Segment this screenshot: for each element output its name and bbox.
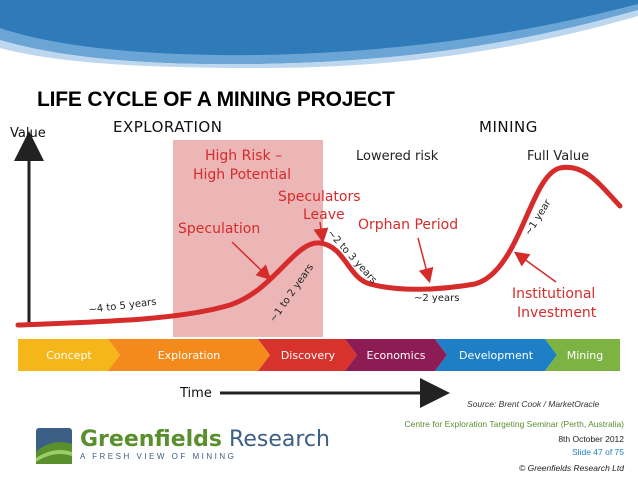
high-risk-label: High Risk – bbox=[205, 148, 283, 164]
value-curve bbox=[15, 164, 623, 328]
seminar-info: Centre for Exploration Targeting Seminar… bbox=[404, 419, 624, 429]
company-tagline: A FRESH VIEW OF MINING bbox=[80, 452, 237, 461]
duration-2-years: ~2 years bbox=[414, 293, 460, 304]
speculation-arrow bbox=[231, 241, 272, 281]
stage-chevron-development bbox=[435, 339, 557, 371]
high-potential-label: High Potential bbox=[193, 167, 291, 183]
section-mining: MINING bbox=[479, 118, 538, 136]
value-axis-label: Value bbox=[10, 126, 46, 141]
stage-mining: Mining bbox=[566, 348, 604, 362]
orphan-period-arrow bbox=[417, 237, 434, 284]
slide-number: Slide 47 of 75 bbox=[572, 447, 624, 457]
high-risk-zone bbox=[173, 140, 323, 337]
header-swoosh bbox=[0, 0, 638, 68]
stage-chevron-concept bbox=[18, 339, 120, 371]
stage-chevron-exploration bbox=[108, 339, 270, 371]
stage-chevron-discovery bbox=[258, 339, 357, 371]
section-exploration: EXPLORATION bbox=[113, 118, 223, 136]
investment-label: Investment bbox=[517, 305, 597, 321]
orphan-period-label: Orphan Period bbox=[358, 217, 459, 233]
stage-chevron-economics bbox=[345, 339, 447, 371]
seminar-date: 8th October 2012 bbox=[558, 434, 624, 444]
source-citation: Source: Brent Cook / MarketOracle bbox=[467, 399, 600, 409]
stage-concept: Concept bbox=[46, 348, 92, 362]
speculators-label: Speculators bbox=[278, 189, 361, 205]
speculators-leave-arrow bbox=[313, 221, 329, 244]
time-axis-label: Time bbox=[180, 386, 212, 401]
slide-title: LIFE CYCLE OF A MINING PROJECT bbox=[37, 88, 395, 111]
copyright: © Greenfields Research Ltd bbox=[518, 463, 624, 473]
stage-development: Development bbox=[458, 348, 534, 362]
institutional-label: Institutional bbox=[512, 286, 596, 302]
stage-chevron-mining bbox=[545, 339, 620, 371]
leave-label: Leave bbox=[303, 207, 345, 223]
company-logo-text: Greenfields Research bbox=[80, 427, 330, 452]
lowered-risk-label: Lowered risk bbox=[356, 149, 439, 164]
logo-word2: Research bbox=[229, 427, 330, 452]
speculation-label: Speculation bbox=[178, 221, 261, 237]
stage-economics: Economics bbox=[366, 348, 426, 362]
logo-word1: Greenfields bbox=[80, 427, 223, 452]
institutional-arrow bbox=[513, 251, 557, 283]
full-value-label: Full Value bbox=[527, 149, 590, 164]
greenfields-logo-icon bbox=[36, 428, 72, 464]
stage-exploration: Exploration bbox=[157, 348, 221, 362]
stage-discovery: Discovery bbox=[280, 348, 336, 362]
